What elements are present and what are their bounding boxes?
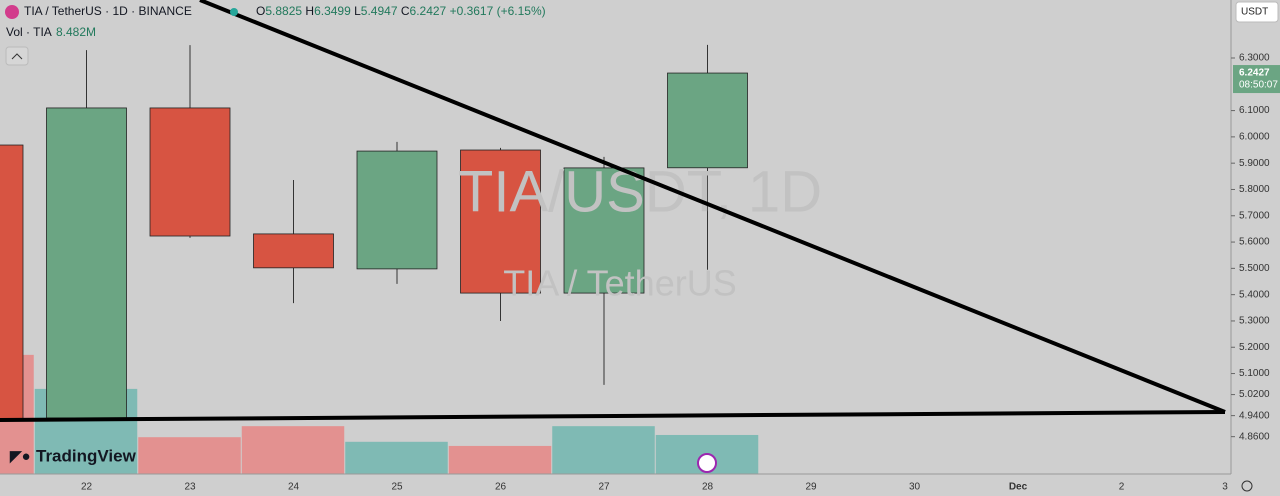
volume-bar xyxy=(552,426,655,474)
volume-value: 8.482M xyxy=(56,25,96,39)
y-tick-label: 5.1000 xyxy=(1239,368,1270,379)
y-tick-label: 5.4000 xyxy=(1239,289,1270,300)
collapse-button[interactable] xyxy=(5,46,29,66)
x-tick-label: 28 xyxy=(702,482,714,493)
candle-body xyxy=(460,149,541,294)
x-tick-label: 24 xyxy=(288,482,300,493)
open-value: 5.8825 xyxy=(265,4,302,18)
logo: ◤● TradingView xyxy=(9,446,137,465)
candle-body xyxy=(356,150,438,270)
candle-body xyxy=(253,233,334,269)
x-tick-label: Dec xyxy=(1009,482,1028,493)
symbol: TIA / TetherUS · 1D · BINANCE xyxy=(24,4,192,18)
candle-body xyxy=(0,144,24,421)
x-tick-label: 22 xyxy=(81,482,93,493)
y-tick-label: 5.5000 xyxy=(1239,263,1270,274)
close-value: 6.2427 xyxy=(410,4,447,18)
prefix: C xyxy=(401,4,410,18)
countdown: 08:50:07 xyxy=(1239,80,1278,91)
x-tick-label: 29 xyxy=(805,482,817,493)
currency-button[interactable] xyxy=(1235,1,1279,23)
last-price-box xyxy=(1233,65,1280,94)
volume-bar xyxy=(241,426,345,474)
volume-bar xyxy=(448,445,552,474)
currency: USDT xyxy=(1241,7,1268,18)
plot-area xyxy=(0,44,759,474)
y-tick-label: 5.7000 xyxy=(1239,210,1270,221)
logo-text: TradingView xyxy=(36,446,137,465)
candle-body xyxy=(667,72,748,169)
y-tick-label: 4.8600 xyxy=(1239,431,1270,442)
high-value: 6.3499 xyxy=(314,4,351,18)
trendline xyxy=(0,410,1226,422)
symbol-icon xyxy=(5,5,19,19)
x-axis: 22 23 24 25 26 27 28 29 30 Dec 2 3 xyxy=(81,482,1228,493)
legend: TIA / TetherUS · 1D · BINANCE O5.8825 H6… xyxy=(5,4,546,66)
y-tick-label: 6.3000 xyxy=(1239,53,1270,64)
y-tick-label: 5.6000 xyxy=(1239,237,1270,248)
prefix: L xyxy=(354,4,361,18)
y-tick-label: 6.1000 xyxy=(1239,105,1270,116)
volume-bar xyxy=(138,437,241,474)
settings-icon xyxy=(1241,480,1253,492)
settings-button[interactable] xyxy=(1236,478,1258,494)
prefix: O xyxy=(256,4,265,18)
x-tick-label: 27 xyxy=(598,482,610,493)
y-tick-label: 5.8000 xyxy=(1239,184,1270,195)
trendline xyxy=(199,0,1226,414)
y-tick-label: 5.9000 xyxy=(1239,158,1270,169)
last-price: 6.2427 xyxy=(1239,68,1270,79)
candle-body xyxy=(149,107,231,237)
logo-icon: ◤● xyxy=(9,448,31,465)
low-value: 5.4947 xyxy=(361,4,398,18)
x-tick-label: 23 xyxy=(184,482,196,493)
ohlc: O5.8825 H6.3499 L5.4947 C6.2427 +0.3617 … xyxy=(256,4,546,18)
x-tick-label: 30 xyxy=(909,482,921,493)
y-tick-label: 4.9400 xyxy=(1239,410,1270,421)
volume-bar xyxy=(345,441,448,474)
change: +0.3617 (+6.15%) xyxy=(450,4,546,18)
status-dot xyxy=(230,8,238,16)
volume-label: Vol · TIA xyxy=(6,25,52,39)
x-tick-label: 26 xyxy=(495,482,507,493)
x-tick-label: 25 xyxy=(391,482,403,493)
prefix: H xyxy=(305,4,314,18)
y-tick-label: 6.0000 xyxy=(1239,132,1270,143)
watermark-sub: TIA / TetherUS xyxy=(503,263,736,304)
event-icon[interactable] xyxy=(697,453,717,473)
y-axis: 6.3000 6.1000 6.0000 5.9000 5.8000 5.7000 5.60… xyxy=(1231,53,1280,442)
y-tick-label: 5.3000 xyxy=(1239,316,1270,327)
x-tick-label: 2 xyxy=(1119,482,1125,493)
collapse-icon xyxy=(11,53,23,60)
candle-body xyxy=(563,167,645,294)
y-tick-label: 5.0200 xyxy=(1239,389,1270,400)
watermark: TIA/USDT, 1D xyxy=(458,159,822,224)
candle-body xyxy=(46,107,127,419)
y-tick-label: 5.2000 xyxy=(1239,342,1270,353)
x-tick-label: 3 xyxy=(1222,482,1228,493)
